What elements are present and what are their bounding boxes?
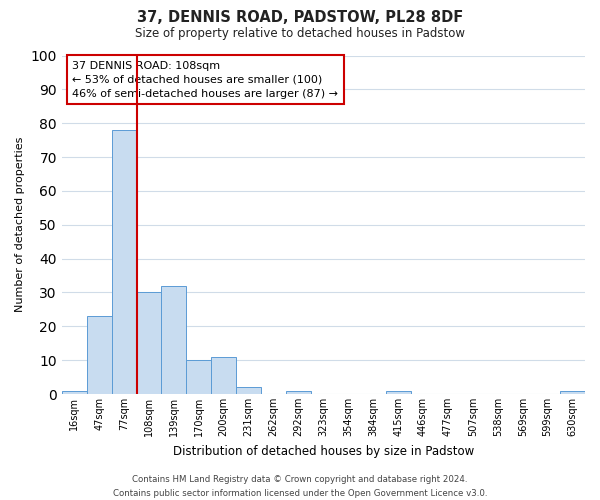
Bar [211, 357, 236, 394]
Text: 37, DENNIS ROAD, PADSTOW, PL28 8DF: 37, DENNIS ROAD, PADSTOW, PL28 8DF [137, 10, 463, 25]
Bar [236, 387, 261, 394]
Text: Size of property relative to detached houses in Padstow: Size of property relative to detached ho… [135, 28, 465, 40]
Bar [62, 390, 87, 394]
Bar [112, 130, 137, 394]
Text: 37 DENNIS ROAD: 108sqm
← 53% of detached houses are smaller (100)
46% of semi-de: 37 DENNIS ROAD: 108sqm ← 53% of detached… [72, 60, 338, 98]
X-axis label: Distribution of detached houses by size in Padstow: Distribution of detached houses by size … [173, 444, 474, 458]
Bar [161, 286, 187, 394]
Text: Contains HM Land Registry data © Crown copyright and database right 2024.
Contai: Contains HM Land Registry data © Crown c… [113, 476, 487, 498]
Bar [286, 390, 311, 394]
Y-axis label: Number of detached properties: Number of detached properties [15, 137, 25, 312]
Bar [87, 316, 112, 394]
Bar [386, 390, 410, 394]
Bar [187, 360, 211, 394]
Bar [560, 390, 585, 394]
Bar [137, 292, 161, 394]
